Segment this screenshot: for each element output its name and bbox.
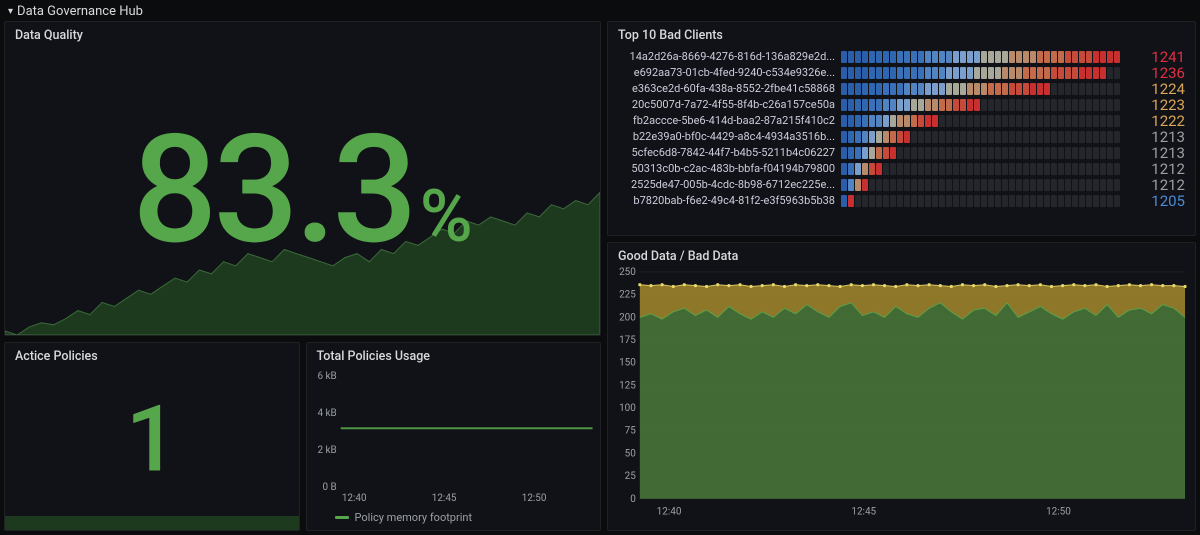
data-quality-stat: 83.3 % <box>132 115 472 265</box>
bad-client-label: b7820bab-f6e2-49c4-81f2-e3f5963b5b38 <box>616 194 841 207</box>
panel-title: Top 10 Bad Clients <box>608 22 1195 45</box>
svg-text:50: 50 <box>625 448 637 459</box>
bad-client-row[interactable]: e363ce2d-60fa-438a-8552-2fbe41c588681224 <box>616 81 1185 96</box>
svg-text:225: 225 <box>619 290 636 301</box>
bad-client-heat <box>841 83 1120 95</box>
svg-text:125: 125 <box>619 380 636 391</box>
bad-client-row[interactable]: 20c5007d-7a72-4f55-8f4b-c26a157ce50a1223 <box>616 97 1185 112</box>
svg-text:0 B: 0 B <box>322 482 336 493</box>
svg-text:12:50: 12:50 <box>521 493 546 504</box>
panel-bad-clients[interactable]: Top 10 Bad Clients 14a2d26a-8669-4276-81… <box>607 21 1196 236</box>
svg-text:75: 75 <box>625 426 637 437</box>
svg-text:175: 175 <box>619 335 636 346</box>
bad-client-row[interactable]: 50313c0b-c2ac-483b-bbfa-f04194b798001212 <box>616 161 1185 176</box>
panel-title: Data Quality <box>5 22 600 45</box>
bad-client-row[interactable]: b22e39a0-bf0c-4429-a8c4-4934a3516b...121… <box>616 129 1185 144</box>
bad-client-row[interactable]: 2525de47-005b-4cdc-8b98-6712ec225e...121… <box>616 177 1185 192</box>
svg-text:0: 0 <box>630 494 636 505</box>
panel-title: Actice Policies <box>5 343 299 366</box>
bad-client-row[interactable]: fb2accce-5be6-414d-baa2-87a215f410c21222 <box>616 113 1185 128</box>
usage-legend: Policy memory footprint <box>335 511 473 524</box>
good-bad-chart: 250225200175150125100755025012:4012:4512… <box>608 266 1195 523</box>
chevron-down-icon: ▾ <box>8 6 13 17</box>
bad-client-count: 1205 <box>1126 192 1185 210</box>
bad-client-label: 14a2d26a-8669-4276-816d-136a829e2d... <box>616 50 841 63</box>
svg-text:200: 200 <box>619 312 636 323</box>
bad-client-row[interactable]: 5cfec6d8-7842-44f7-b4b5-5211b4c062271213 <box>616 145 1185 160</box>
active-policies-bar <box>5 516 299 530</box>
bad-client-heat <box>841 163 1120 175</box>
panel-title: Total Policies Usage <box>307 343 601 366</box>
svg-text:12:45: 12:45 <box>851 507 876 518</box>
bad-client-heat <box>841 115 1120 127</box>
active-policies-stat: 1 <box>126 386 178 493</box>
panel-good-bad-data[interactable]: Good Data / Bad Data 2502252001751501251… <box>607 242 1196 531</box>
bad-client-heat <box>841 147 1120 159</box>
bad-client-label: 2525de47-005b-4cdc-8b98-6712ec225e... <box>616 178 841 191</box>
bad-client-label: 20c5007d-7a72-4f55-8f4b-c26a157ce50a <box>616 98 841 111</box>
usage-chart: 6 kB 4 kB 2 kB 0 B 12:40 12:45 12:50 <box>307 366 600 525</box>
bad-client-row[interactable]: 14a2d26a-8669-4276-816d-136a829e2d...124… <box>616 49 1185 64</box>
bad-client-heat <box>841 51 1120 63</box>
bad-client-label: b22e39a0-bf0c-4429-a8c4-4934a3516b... <box>616 130 841 143</box>
svg-text:4 kB: 4 kB <box>317 408 336 419</box>
svg-text:12:40: 12:40 <box>341 493 366 504</box>
bad-client-label: e692aa73-01cb-4fed-9240-c534e9326e... <box>616 66 841 79</box>
bad-client-label: 5cfec6d8-7842-44f7-b4b5-5211b4c06227 <box>616 146 841 159</box>
row-header[interactable]: ▾ Data Governance Hub <box>0 0 1200 21</box>
bad-client-heat <box>841 67 1120 79</box>
panel-total-policies-usage[interactable]: Total Policies Usage 6 kB 4 kB 2 kB 0 B 12:4… <box>306 342 602 531</box>
svg-text:2 kB: 2 kB <box>317 445 336 456</box>
svg-text:12:45: 12:45 <box>431 493 456 504</box>
svg-text:12:40: 12:40 <box>657 507 682 518</box>
bad-client-label: e363ce2d-60fa-438a-8552-2fbe41c58868 <box>616 82 841 95</box>
svg-text:12:50: 12:50 <box>1046 507 1071 518</box>
bad-client-label: fb2accce-5be6-414d-baa2-87a215f410c2 <box>616 114 841 127</box>
panel-data-quality[interactable]: Data Quality 83.3 % <box>4 21 601 336</box>
bad-client-heat <box>841 131 1120 143</box>
svg-text:100: 100 <box>619 403 636 414</box>
bad-client-heat <box>841 99 1120 111</box>
bad-client-row[interactable]: e692aa73-01cb-4fed-9240-c534e9326e...123… <box>616 65 1185 80</box>
bad-client-heat <box>841 195 1120 207</box>
bad-client-heat <box>841 179 1120 191</box>
svg-text:6 kB: 6 kB <box>317 371 336 382</box>
svg-text:25: 25 <box>625 471 637 482</box>
bad-client-label: 50313c0b-c2ac-483b-bbfa-f04194b79800 <box>616 162 841 175</box>
bad-client-row[interactable]: b7820bab-f6e2-49c4-81f2-e3f5963b5b38 1205 <box>616 193 1185 208</box>
row-title: Data Governance Hub <box>17 4 143 19</box>
svg-text:150: 150 <box>619 358 636 369</box>
panel-title: Good Data / Bad Data <box>608 243 1195 266</box>
svg-text:250: 250 <box>619 267 636 278</box>
panel-active-policies[interactable]: Actice Policies 1 <box>4 342 300 531</box>
bad-clients-rows: 14a2d26a-8669-4276-816d-136a829e2d...124… <box>608 45 1195 214</box>
